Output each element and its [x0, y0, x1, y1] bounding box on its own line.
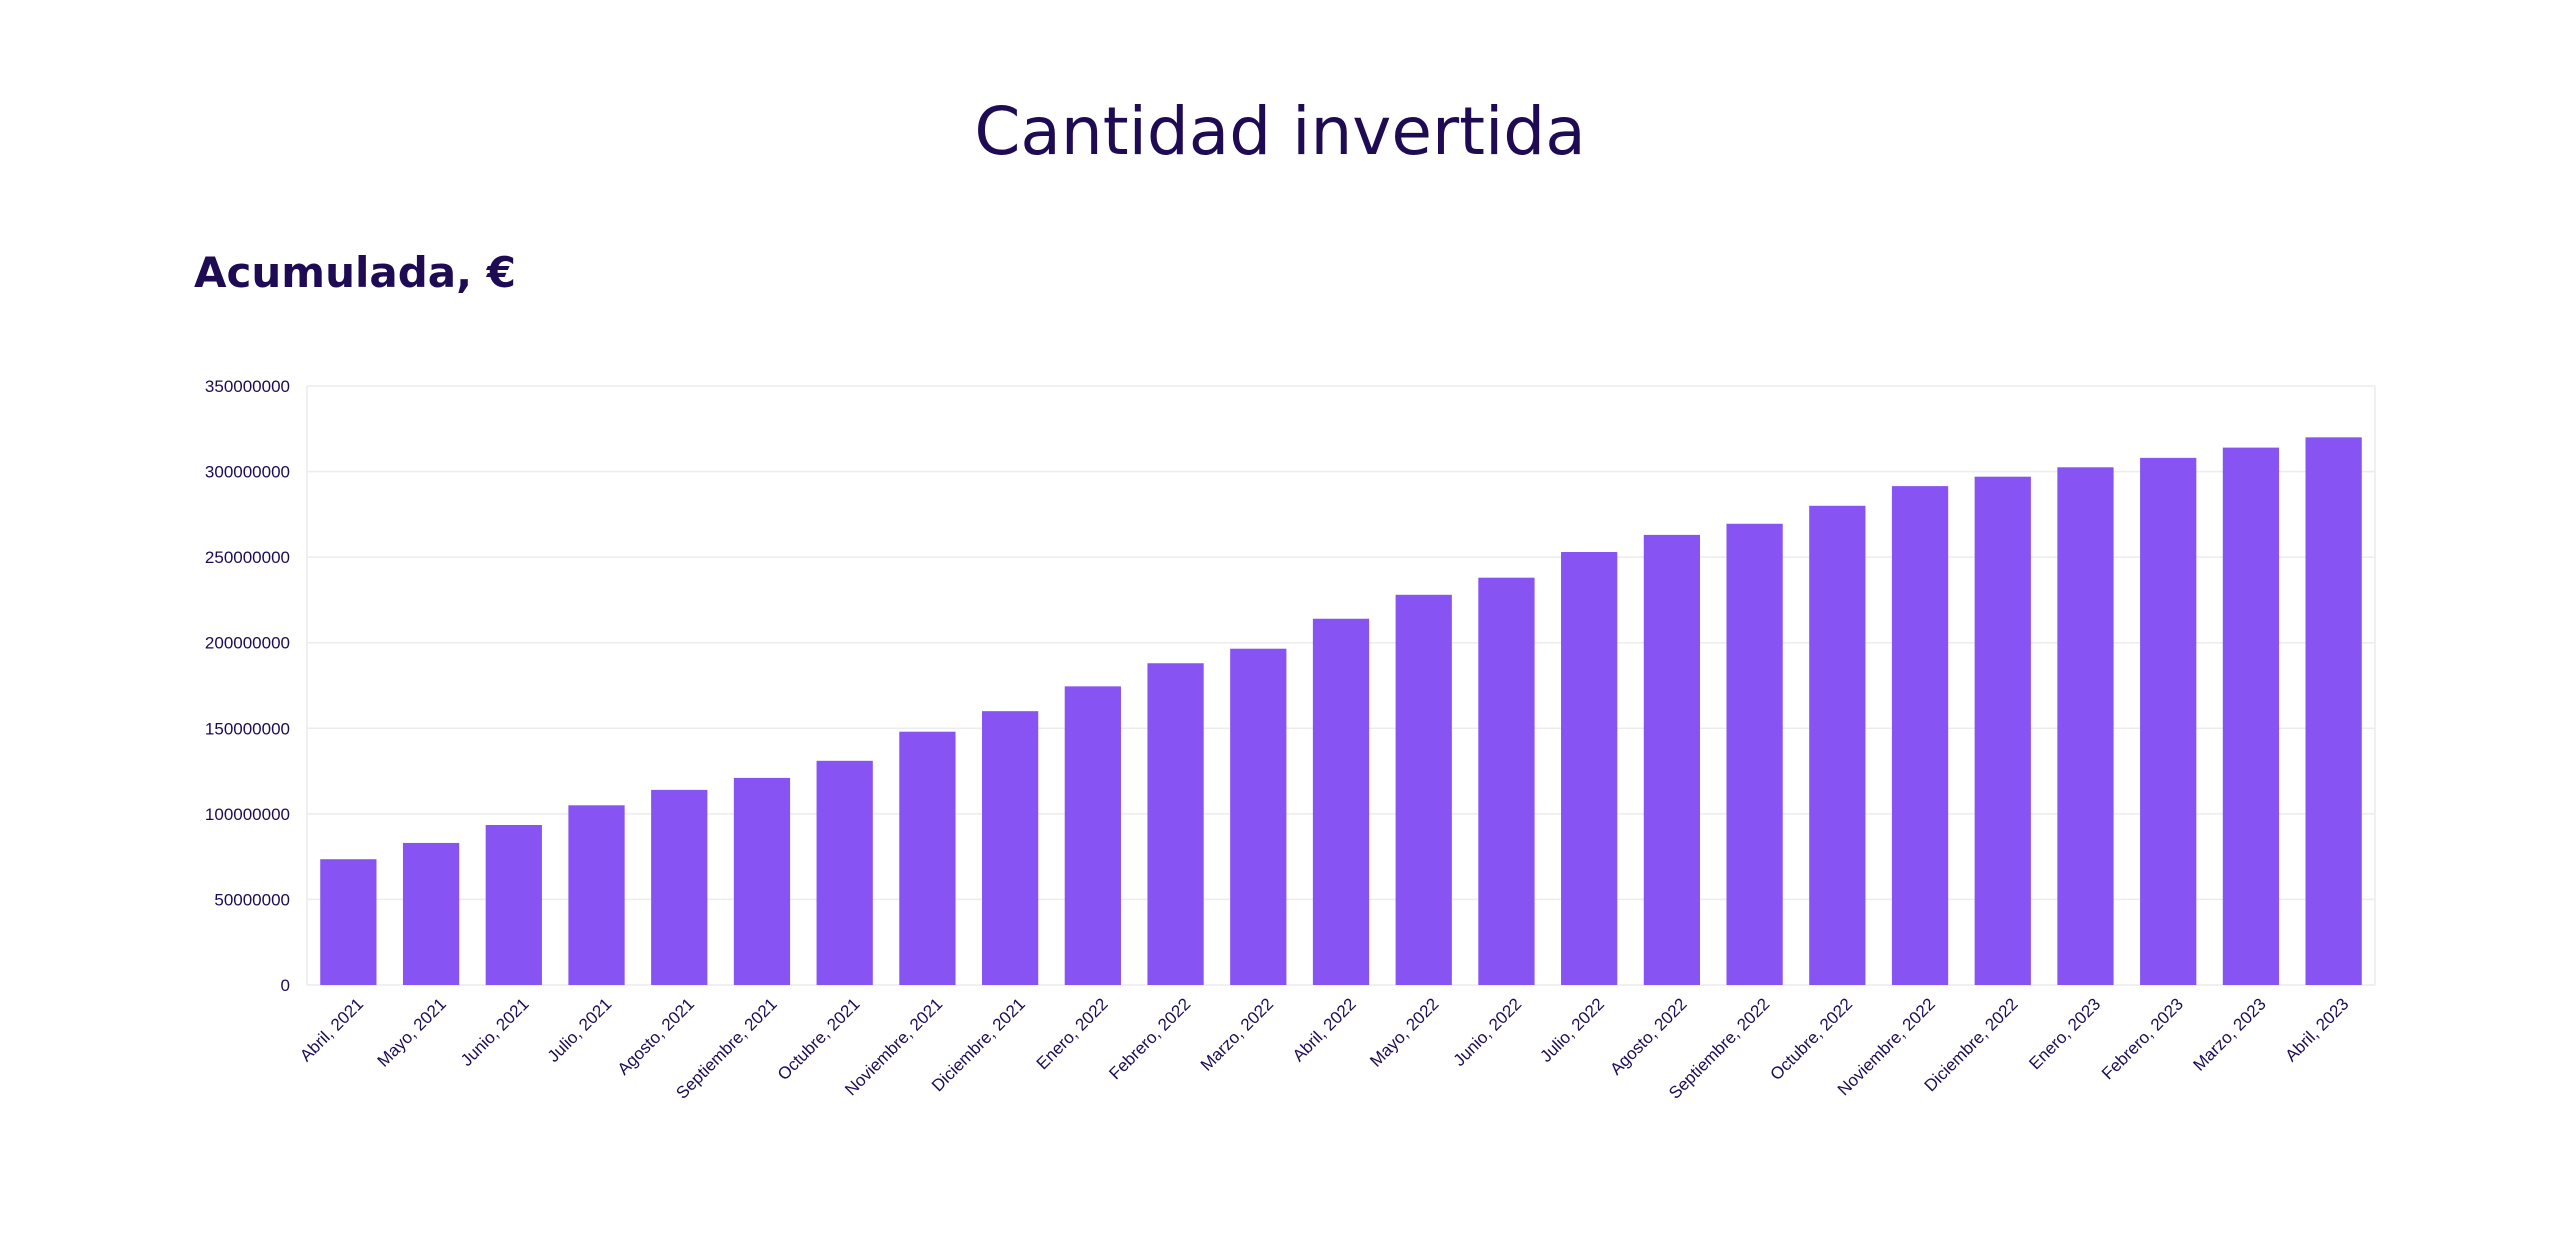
x-tick-label: Enero, 2023	[2025, 994, 2104, 1073]
y-tick-label: 100000000	[205, 805, 290, 824]
x-tick-label: Agosto, 2022	[1606, 994, 1690, 1078]
x-axis: Abril, 2021 Mayo, 2021 Junio, 2021 Julio, 2…	[296, 994, 2352, 1102]
y-tick-label: 150000000	[205, 719, 290, 738]
bar	[981, 711, 1039, 985]
x-tick-label: Junio, 2021	[457, 994, 533, 1070]
y-tick-label: 50000000	[214, 890, 290, 909]
x-tick-label: Mayo, 2022	[1366, 994, 1442, 1070]
x-tick-label: Octubre, 2022	[1767, 994, 1857, 1084]
bar	[568, 805, 625, 985]
x-tick-label: Abril, 2023	[2282, 994, 2353, 1065]
bar	[1974, 476, 2031, 985]
x-tick-label: Febrero, 2022	[1105, 994, 1194, 1083]
x-tick-label: Marzo, 2022	[1197, 994, 1277, 1074]
bar	[485, 824, 542, 985]
y-tick-label: 350000000	[205, 377, 290, 396]
bar	[1478, 577, 1535, 985]
x-tick-label: Abril, 2021	[296, 994, 367, 1065]
bar	[320, 859, 377, 985]
bar	[651, 789, 708, 985]
bar	[1809, 505, 1866, 985]
y-tick-label: 300000000	[205, 463, 290, 482]
page-title: Cantidad invertida	[974, 93, 1586, 170]
bar	[1726, 523, 1783, 985]
bar	[2305, 437, 2362, 985]
bar	[1064, 686, 1121, 985]
bar	[1395, 594, 1452, 985]
bar	[1230, 648, 1287, 985]
bar	[2140, 457, 2197, 985]
x-tick-label: Julio, 2022	[1536, 994, 1608, 1066]
x-tick-label: Enero, 2022	[1033, 994, 1112, 1073]
bar	[402, 842, 460, 985]
bar	[1561, 552, 1618, 985]
bar	[1643, 534, 1701, 985]
x-tick-label: Julio, 2021	[544, 994, 616, 1066]
bar	[816, 760, 873, 985]
x-tick-label: Marzo, 2023	[2189, 994, 2269, 1074]
y-tick-label: 250000000	[205, 548, 290, 567]
bar	[2057, 467, 2114, 985]
y-axis: 0 50000000 100000000 150000000 200000000 2500…	[205, 377, 290, 995]
x-tick-label: Abril, 2022	[1289, 994, 1360, 1065]
bar	[1891, 486, 1949, 985]
bar	[899, 731, 956, 985]
bar	[733, 777, 791, 985]
x-tick-label: Febrero, 2023	[2098, 994, 2187, 1083]
x-tick-label: Agosto, 2021	[614, 994, 698, 1078]
x-tick-label: Mayo, 2021	[374, 994, 450, 1070]
bars	[320, 437, 2362, 985]
chart-title: Acumulada, €	[194, 248, 516, 297]
x-tick-label: Junio, 2022	[1450, 994, 1526, 1070]
x-tick-label: Octubre, 2021	[774, 994, 864, 1084]
bar	[1147, 663, 1204, 985]
bar	[2222, 447, 2280, 985]
y-tick-label: 200000000	[205, 634, 290, 653]
y-tick-label: 0	[281, 976, 290, 995]
bar	[1312, 618, 1370, 985]
